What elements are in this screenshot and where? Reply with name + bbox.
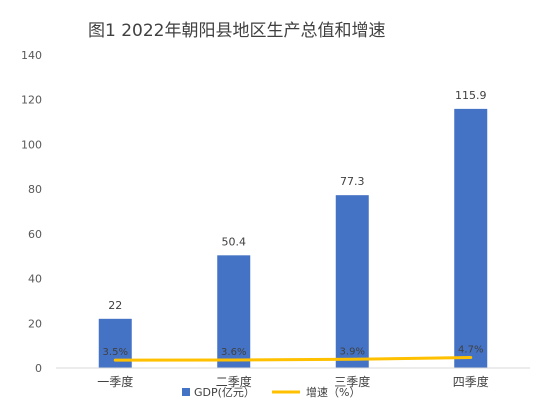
- x-axis: 一季度 二季度 三季度 四季度: [56, 367, 530, 389]
- bar-value-label: 22: [108, 299, 122, 312]
- bar: [335, 195, 369, 368]
- y-tick-label: 60: [28, 228, 42, 241]
- x-tick-label: 一季度: [97, 374, 133, 389]
- growth-value-label: 4.7%: [458, 344, 483, 355]
- bar-labels: 22 50.4 77.3 115.9: [108, 89, 486, 312]
- bar-value-label: 115.9: [455, 89, 487, 102]
- growth-value-label: 3.6%: [221, 347, 246, 358]
- y-axis: 0 20 40 60 80 100 120 140: [21, 49, 42, 375]
- y-tick-label: 0: [35, 362, 42, 375]
- legend-swatch-gdp: [182, 388, 190, 396]
- y-tick-label: 140: [21, 49, 42, 62]
- growth-labels: 3.5% 3.6% 3.9% 4.7%: [103, 344, 484, 358]
- y-tick-label: 100: [21, 138, 42, 151]
- x-tick-label: 三季度: [334, 374, 370, 389]
- x-tick-label: 四季度: [453, 374, 489, 389]
- bar: [454, 108, 488, 369]
- bar-value-label: 50.4: [222, 235, 247, 248]
- legend-label-gdp: GDP(亿元）: [194, 386, 255, 399]
- bars: [98, 108, 488, 369]
- y-tick-label: 40: [28, 273, 42, 286]
- legend: GDP(亿元） 增速（%）: [182, 385, 360, 399]
- chart-title: 图1 2022年朝阳县地区生产总值和增速: [88, 21, 385, 41]
- bar: [217, 255, 251, 368]
- growth-line-series: [113, 355, 473, 362]
- y-tick-label: 80: [28, 183, 42, 196]
- growth-line: [113, 355, 473, 362]
- x-tick-label: 二季度: [216, 374, 252, 389]
- y-tick-label: 120: [21, 94, 42, 107]
- y-tick-label: 20: [28, 317, 42, 330]
- growth-value-label: 3.5%: [103, 347, 128, 358]
- growth-value-label: 3.9%: [340, 346, 365, 357]
- bar-value-label: 77.3: [340, 175, 365, 188]
- legend-label-growth: 增速（%）: [306, 385, 360, 399]
